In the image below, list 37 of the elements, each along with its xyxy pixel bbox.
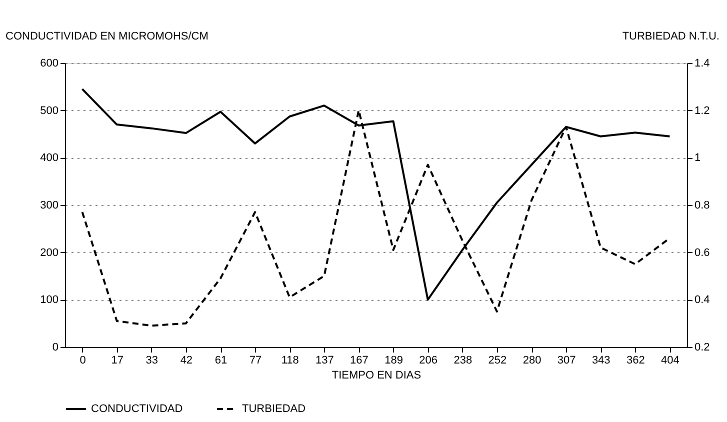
y2-tick-label: 0.6 — [694, 246, 710, 259]
x-tick-label: 343 — [592, 354, 610, 366]
x-tick-label: 33 — [146, 354, 158, 366]
x-axis-title: TIEMPO EN DIAS — [332, 370, 422, 382]
y-tick-label: 500 — [40, 104, 58, 117]
x-tick-label: 362 — [626, 354, 645, 366]
x-tick-label: 137 — [315, 354, 334, 366]
y-tick-label: 200 — [40, 246, 58, 259]
y2-tick-label: 0.8 — [694, 200, 710, 212]
y2-axis-title: TURBIEDAD N.T.U. — [622, 30, 720, 42]
x-tick-label: 61 — [214, 354, 228, 366]
x-tick-label: 0 — [80, 354, 86, 366]
legend-label: CONDUCTIVIDAD — [91, 403, 183, 415]
y2-tick-label: 0.2 — [694, 342, 710, 354]
x-tick-label: 118 — [281, 354, 299, 366]
legend-label: TURBIEDAD — [242, 403, 306, 415]
y-tick-label: 0 — [52, 342, 58, 354]
x-tick-label: 167 — [350, 354, 368, 366]
x-tick-label: 238 — [454, 354, 472, 366]
x-tick-label: 189 — [384, 354, 403, 366]
y2-tick-label: 1.2 — [694, 104, 710, 117]
y2-tick-label: 0.4 — [694, 294, 710, 306]
y-tick-label: 600 — [40, 58, 58, 70]
y-tick-label: 400 — [40, 152, 58, 164]
x-tick-label: 42 — [180, 354, 193, 366]
x-tick-label: 206 — [419, 354, 438, 366]
x-tick-label: 17 — [111, 354, 124, 366]
y-tick-label: 100 — [40, 294, 58, 306]
x-tick-label: 280 — [522, 354, 542, 366]
x-tick-label: 252 — [488, 354, 507, 366]
y-tick-label: 300 — [40, 200, 58, 212]
y-axis-title: CONDUCTIVIDAD EN MICROMOHS/CM — [6, 30, 208, 42]
y2-tick-label: 1 — [694, 152, 701, 164]
x-tick-label: 404 — [661, 354, 680, 366]
y2-tick-label: 1.4 — [694, 58, 710, 70]
x-tick-label: 307 — [557, 354, 576, 366]
x-tick-label: 77 — [249, 354, 262, 366]
